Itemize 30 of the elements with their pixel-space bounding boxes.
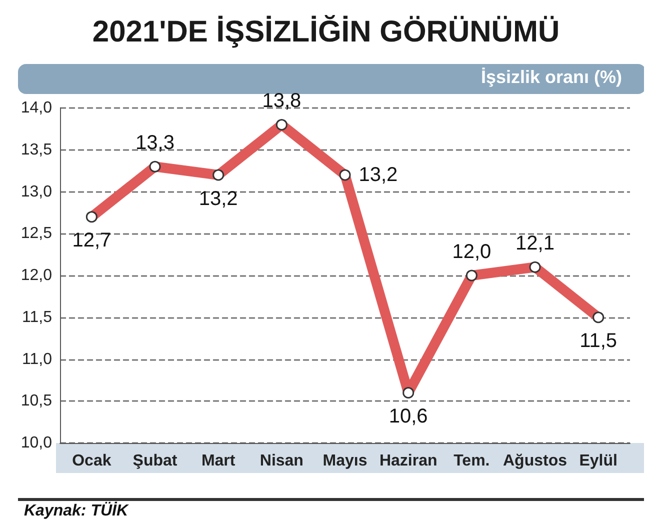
y-tick-label: 12,5: [20, 225, 52, 242]
y-tick-label: 13,0: [20, 183, 52, 200]
data-label: 12,7: [72, 230, 112, 252]
y-tick-label: 10,5: [20, 392, 52, 410]
text: Kaynak: TÜİK: [24, 502, 130, 520]
data-label: 13,8: [262, 90, 302, 112]
x-tick-label: Mayıs: [322, 452, 368, 470]
y-axis-title: İşsizlik oranı (%): [480, 67, 622, 87]
data-label: 11,5: [580, 330, 618, 352]
x-tick-label: Nisan: [260, 452, 304, 470]
y-tick-label: 11,5: [22, 308, 52, 326]
x-tick-label: Ocak: [72, 452, 112, 470]
data-label: 13,2: [358, 164, 398, 186]
y-tick-label: 10,0: [20, 434, 52, 452]
chart-title: 2021'DE İŞSİZLİĞİN GÖRÜNÜMÜ: [92, 14, 560, 48]
x-tick-label: Şubat: [132, 452, 178, 470]
y-tick-label: 14,0: [20, 100, 52, 116]
x-tick-label: Ağustos: [503, 452, 568, 470]
y-tick-label: 12,0: [20, 267, 52, 284]
x-tick-label: Tem.: [454, 452, 490, 470]
data-label: 12,0: [452, 240, 492, 263]
x-tick-label: Mart: [201, 452, 236, 470]
y-tick-label: 13,5: [20, 141, 52, 158]
x-tick-label: Eylül: [579, 452, 618, 470]
y-tick-label: 11,0: [22, 350, 52, 368]
data-label: 12,1: [516, 232, 554, 254]
data-label: 13,2: [198, 188, 238, 210]
data-label: 13,3: [136, 132, 174, 154]
data-label: 10,6: [388, 406, 428, 428]
x-tick-label: Haziran: [379, 452, 438, 470]
